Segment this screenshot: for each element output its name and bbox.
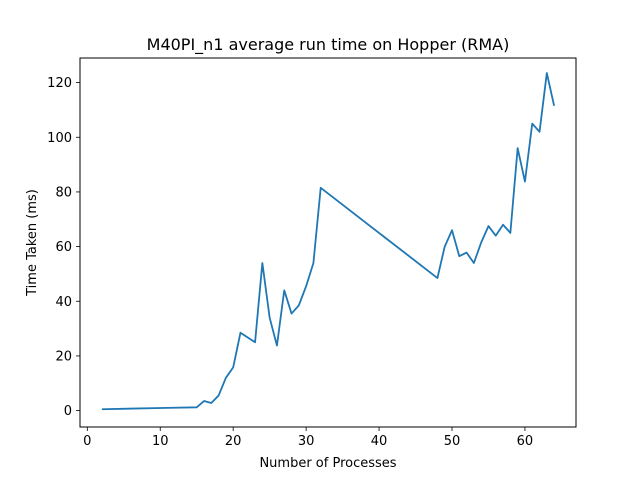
- y-tick-label: 20: [55, 349, 72, 364]
- y-tick-label: 80: [55, 185, 72, 200]
- y-tick-label: 120: [47, 76, 72, 91]
- y-tick-label: 60: [55, 240, 72, 255]
- plot-frame: [79, 57, 577, 428]
- axis-ticks: 0 10 20 30 40 50 60 0 20 40 60 80 100 120: [47, 76, 533, 449]
- y-tick-label: 40: [55, 295, 72, 310]
- x-axis-label: Number of Processes: [259, 456, 396, 471]
- y-tick-label: 0: [64, 404, 72, 419]
- x-tick-label: 50: [444, 434, 461, 449]
- x-tick-label: 10: [152, 434, 169, 449]
- x-tick-label: 0: [83, 434, 91, 449]
- x-tick-label: 30: [298, 434, 315, 449]
- y-axis-label: Time Taken (ms): [25, 189, 40, 297]
- x-tick-label: 40: [371, 434, 388, 449]
- y-tick-label: 100: [47, 131, 72, 146]
- x-tick-label: 60: [517, 434, 534, 449]
- chart-title: M40PI_n1 average run time on Hopper (RMA…: [147, 35, 510, 55]
- series-line: [101, 72, 555, 411]
- x-tick-label: 20: [225, 434, 242, 449]
